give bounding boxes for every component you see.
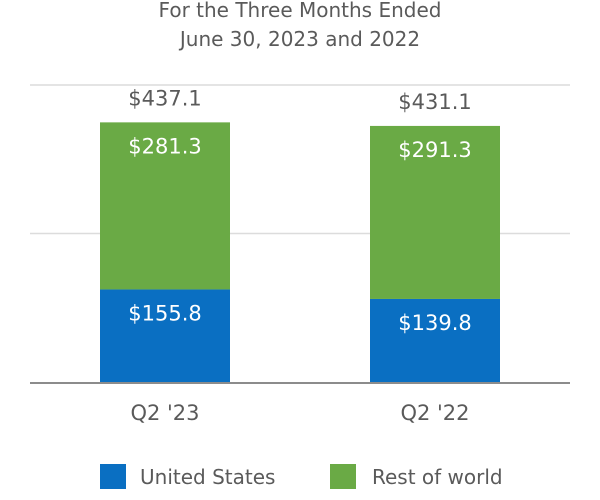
bars [100,122,500,382]
bar-labels: $155.8 $281.3 $437.1 $139.8 $291.3 $431.1 [128,86,471,335]
data-label-rest-of-world-1: $291.3 [398,138,471,162]
data-label-rest-of-world-0: $281.3 [128,134,201,158]
legend: United States Rest of world [100,464,503,489]
legend-label-united-states: United States [140,465,275,489]
bar-united-states-0 [100,289,230,382]
data-label-united-states-0: $155.8 [128,301,201,325]
bar-rest-of-world-0 [100,122,230,290]
x-axis: Q2 '23 Q2 '22 [30,382,570,425]
bar-rest-of-world-1 [370,125,500,299]
legend-swatch-united-states [100,464,126,489]
x-tick-label-1: Q2 '22 [400,401,469,425]
chart-title-line-2: June 30, 2023 and 2022 [178,27,420,51]
total-label-1: $431.1 [398,90,471,114]
total-label-0: $437.1 [128,86,201,110]
legend-label-rest-of-world: Rest of world [372,465,503,489]
chart-title-line-1: For the Three Months Ended [159,0,442,22]
x-tick-label-0: Q2 '23 [130,401,199,425]
data-label-united-states-1: $139.8 [398,311,471,335]
bar-united-states-1 [370,298,500,382]
legend-swatch-rest-of-world [330,464,356,489]
